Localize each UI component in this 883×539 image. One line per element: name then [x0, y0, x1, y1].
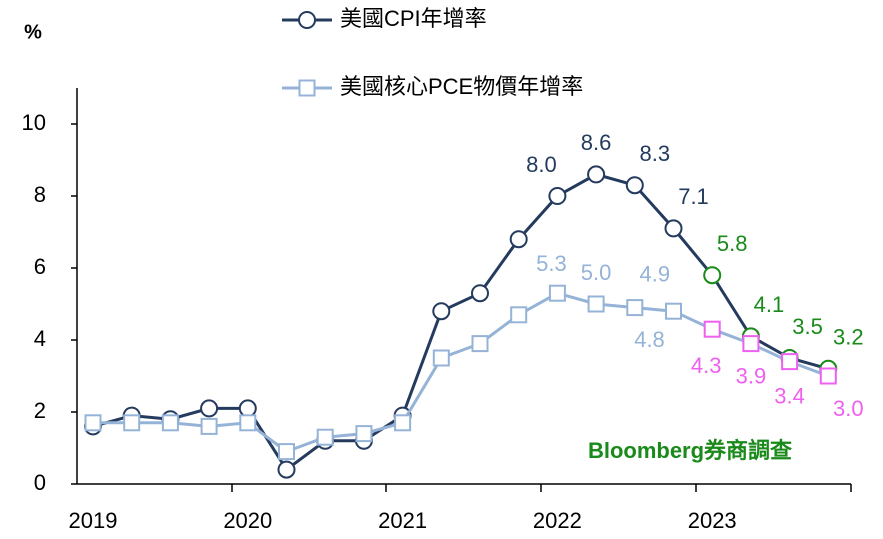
data-label: 8.0: [526, 152, 557, 177]
data-point: [316, 428, 334, 446]
y-tick-label: 6: [34, 254, 46, 279]
data-point: [394, 414, 412, 432]
x-year-ticks: [231, 484, 852, 492]
data-point: [432, 349, 450, 367]
data-label: 3.9: [736, 363, 767, 388]
data-point: [548, 187, 567, 205]
data-point: [703, 266, 722, 285]
data-label: 7.1: [678, 184, 709, 209]
data-point: [277, 460, 296, 479]
data-point: [510, 306, 528, 324]
y-axis-label: %: [24, 21, 42, 43]
data-point: [587, 165, 606, 184]
data-label: 3.4: [774, 383, 805, 408]
data-label: 4.1: [754, 292, 785, 317]
y-tick-label: 8: [34, 182, 46, 207]
data-point: [84, 414, 102, 432]
y-tick-label: 0: [34, 470, 46, 495]
data-label: 3.0: [833, 396, 864, 421]
y-tick-label: 4: [34, 326, 46, 351]
data-point: [471, 284, 489, 303]
data-label: 4.3: [691, 353, 722, 378]
data-label: 4.8: [634, 327, 665, 352]
legend-label: 美國核心PCE物價年增率: [340, 74, 583, 99]
data-point: [123, 414, 141, 432]
data-label: 5.3: [536, 251, 567, 276]
x-tick-label: 2021: [378, 508, 427, 533]
data-label: 4.9: [640, 261, 671, 286]
x-tick-label: 2022: [533, 508, 582, 533]
x-tick-label: 2023: [688, 508, 737, 533]
data-point: [781, 353, 799, 371]
legend-marker: [298, 11, 316, 29]
data-point: [665, 302, 682, 320]
data-point: [819, 367, 837, 385]
data-point: [238, 399, 257, 418]
data-label: 3.5: [792, 314, 823, 339]
y-tick-label: 2: [34, 398, 46, 423]
data-point: [355, 425, 373, 443]
data-point: [200, 417, 218, 435]
data-point: [742, 335, 760, 353]
legend-label: 美國CPI年增率: [340, 6, 487, 31]
data-point: [471, 335, 489, 353]
data-point: [200, 399, 219, 418]
data-point: [278, 443, 295, 461]
data-label: 8.6: [581, 130, 612, 155]
data-point: [703, 320, 721, 338]
x-tick-label: 2020: [223, 508, 272, 533]
data-point: [239, 414, 257, 432]
data-point: [161, 414, 179, 432]
data-label: 5.0: [581, 260, 612, 285]
legend-marker: [298, 79, 316, 97]
data-label: 3.2: [833, 325, 864, 350]
y-tick-label: 10: [22, 110, 46, 135]
data-point: [626, 299, 644, 317]
annotation: Bloomberg券商調查: [588, 438, 792, 463]
data-label: 5.8: [717, 231, 748, 256]
x-tick-label: 2019: [69, 508, 118, 533]
data-point: [432, 302, 451, 321]
data-point: [625, 176, 644, 195]
data-point: [509, 230, 528, 249]
data-point: [548, 284, 566, 302]
data-point: [664, 219, 683, 238]
data-label: 8.3: [640, 141, 671, 166]
data-point: [587, 295, 605, 313]
